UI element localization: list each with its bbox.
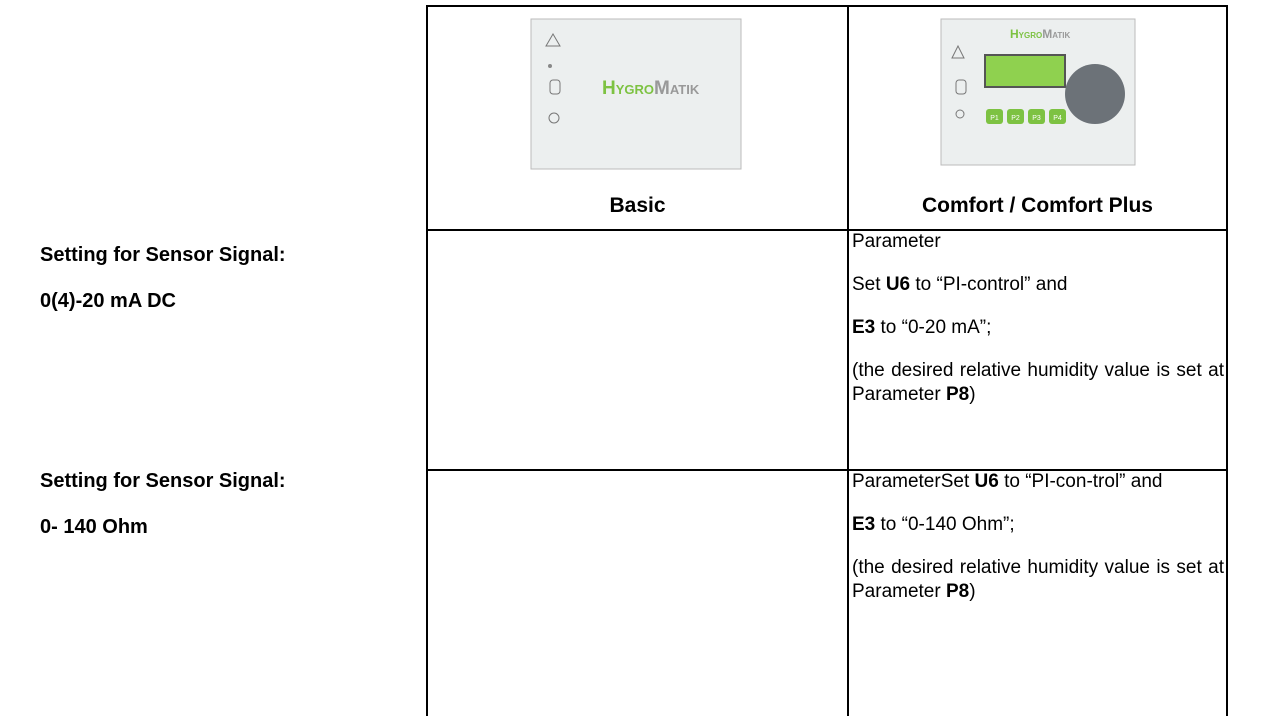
paragraph: (the desired relative humidity value is … [852, 556, 1224, 604]
bold-text: P8 [945, 384, 970, 405]
table-border [426, 5, 428, 716]
display [984, 54, 1066, 88]
comfort-cell: ParameterSet U6 to “PI-con-trol” and E3 t… [852, 470, 1224, 623]
bold-text: E3 [852, 514, 876, 535]
logo-part: Hygro [1010, 27, 1042, 41]
icon [548, 112, 560, 124]
label-line: 0(4)-20 mA DC [40, 290, 176, 312]
icon [548, 64, 552, 68]
text: to “PI-con-trol” and [998, 471, 1163, 492]
text: to “0-20 mA”; [875, 317, 992, 338]
label-line: Setting for Sensor Signal: [40, 244, 286, 266]
button [1028, 109, 1045, 124]
text: Set [852, 274, 886, 295]
logo: HygroMatik [1010, 27, 1071, 41]
text: to “0-140 Ohm”; [875, 514, 1015, 535]
table-border [847, 5, 849, 716]
button [1049, 109, 1066, 124]
device-image: HygroMatik [530, 18, 742, 170]
icon [545, 33, 561, 47]
text: (the desired relative humidity value is … [852, 557, 1224, 602]
icon [951, 44, 965, 59]
paragraph: Set U6 to “PI-control” and [852, 273, 1224, 297]
device-image: HygroMatik P1 P2 P3 P4 [940, 18, 1136, 166]
text: (the desired relative humidity value is … [852, 360, 1224, 405]
text: ParameterSet [852, 471, 975, 492]
buttons: P1 P2 P3 P4 [986, 109, 1066, 124]
button-label: P1 [990, 115, 999, 122]
comfort-cell: Parameter Set U6 to “PI-control” and E3 to… [852, 230, 1224, 426]
paragraph: Parameter [852, 230, 1224, 254]
label-line: Setting for Sensor Signal: [40, 470, 286, 492]
button [1007, 109, 1024, 124]
logo-part: Matik [1042, 27, 1070, 41]
icon [549, 79, 561, 95]
text: Parameter [852, 231, 941, 252]
logo: HygroMatik [602, 78, 700, 99]
text: to “PI-control” and [910, 274, 1068, 295]
panel [530, 18, 742, 170]
bold-text: U6 [974, 471, 999, 492]
label-line: 0- 140 Ohm [40, 516, 148, 538]
table-border [426, 5, 1228, 7]
button [986, 109, 1003, 124]
bold-text: E3 [852, 317, 876, 338]
logo-part: Hygro [602, 78, 654, 99]
button-label: P3 [1032, 115, 1041, 122]
button-label: P4 [1053, 115, 1062, 122]
column-label: Basic [609, 194, 666, 217]
bold-text: U6 [885, 274, 911, 295]
knob [1065, 64, 1125, 124]
table-border [426, 469, 1228, 471]
table-border [1226, 5, 1228, 716]
text: ) [969, 384, 976, 405]
column-label: Comfort / Comfort Plus [922, 194, 1153, 217]
icon [955, 79, 967, 95]
bold-text: P8 [945, 581, 970, 602]
icon [955, 109, 965, 119]
paragraph: (the desired relative humidity value is … [852, 359, 1224, 407]
row-label: Setting for Sensor Signal: 0- 140 Ohm [40, 458, 286, 550]
paragraph: E3 to “0-20 mA”; [852, 316, 1224, 340]
logo-part: Matik [654, 78, 700, 99]
button-label: P2 [1011, 115, 1020, 122]
row-label: Setting for Sensor Signal: 0(4)-20 mA DC [40, 232, 286, 324]
table-border [426, 229, 1228, 231]
paragraph: E3 to “0-140 Ohm”; [852, 513, 1224, 537]
paragraph: ParameterSet U6 to “PI-con-trol” and [852, 470, 1224, 494]
text: ) [969, 581, 976, 602]
